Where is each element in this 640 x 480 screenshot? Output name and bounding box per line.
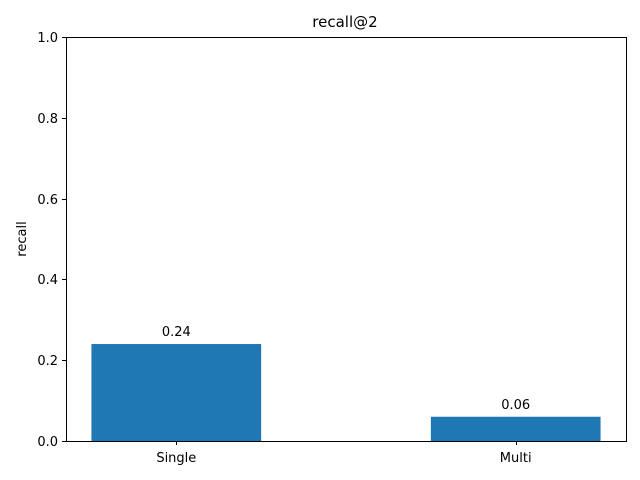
chart-marks: 0.0 0.2 0.4 0.6 0.8 1.0 0.24 Single 0.06 Multi (37, 31, 601, 466)
chart-title: recall@2 (312, 13, 377, 31)
y-tick-label: 0.0 (37, 435, 58, 450)
x-tick-label: Single (156, 451, 196, 466)
y-axis-title: recall (15, 221, 30, 256)
y-tick-label: 0.2 (37, 354, 58, 369)
bar-value-label: 0.06 (501, 398, 530, 413)
y-tick-label: 0.6 (37, 193, 58, 208)
bar-single (91, 344, 262, 441)
x-tick-label: Multi (500, 451, 532, 466)
y-tick-label: 1.0 (37, 31, 58, 46)
plot-frame (66, 37, 627, 442)
bar-multi (430, 416, 601, 441)
y-tick-label: 0.8 (37, 112, 58, 127)
y-tick-label: 0.4 (37, 273, 58, 288)
bar-value-label: 0.24 (162, 325, 191, 340)
